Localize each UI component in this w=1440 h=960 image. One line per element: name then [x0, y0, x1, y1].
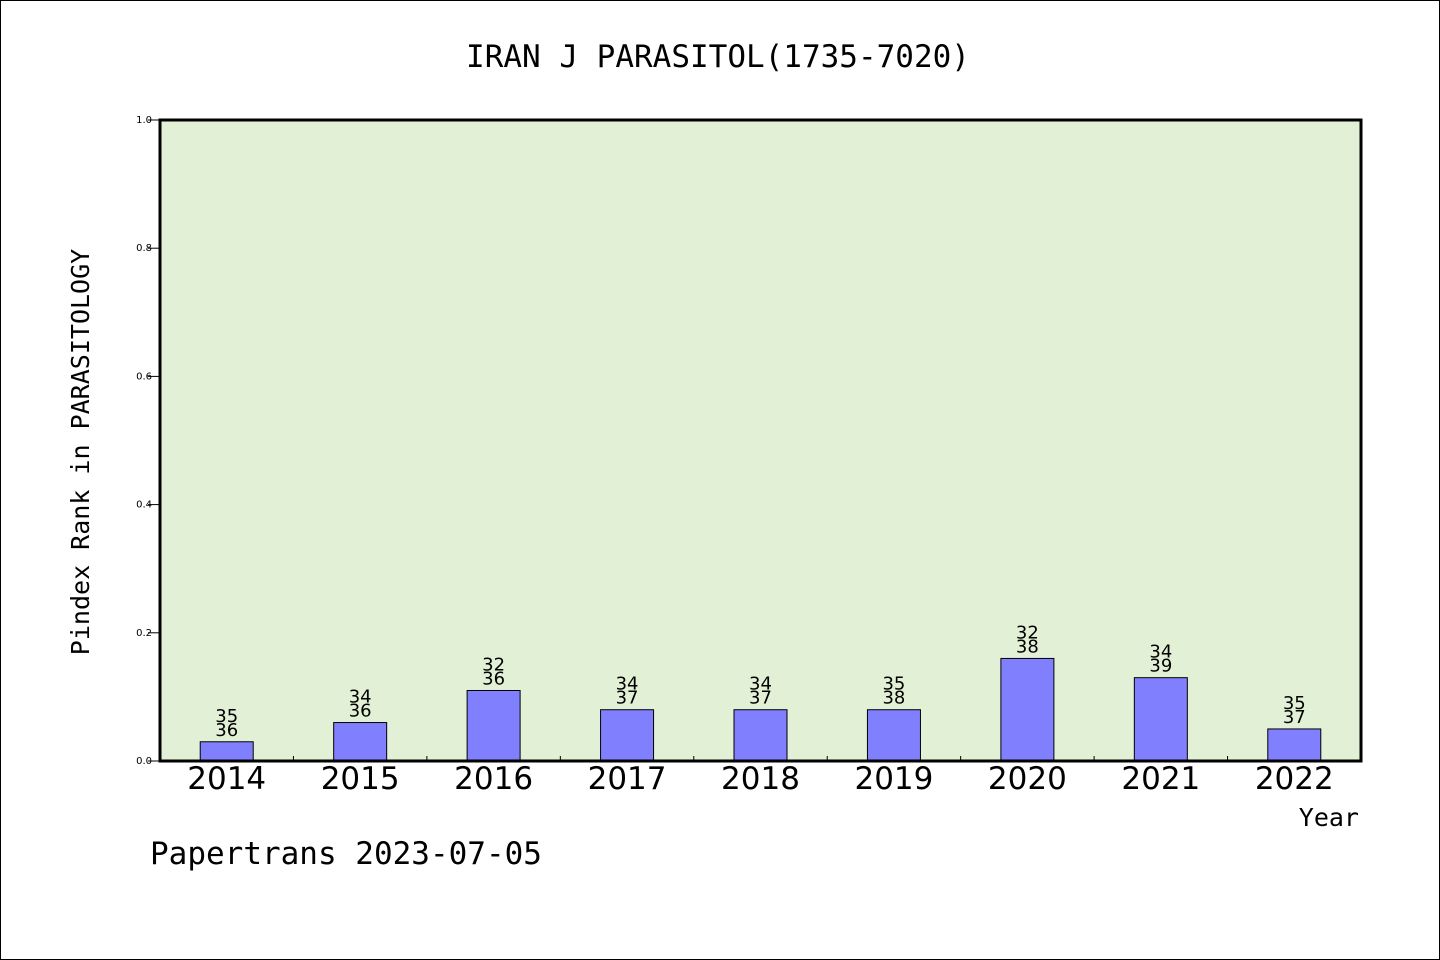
bar-2016: [466, 689, 521, 762]
bar-rank-label: 34: [749, 674, 772, 695]
x-tick-label: 2020: [988, 761, 1067, 797]
y-tick-label: 1.0: [136, 115, 152, 126]
x-tick-label: 2021: [1121, 761, 1200, 797]
bar-2020: [1000, 657, 1055, 762]
x-tick-label: 2018: [721, 761, 800, 797]
x-tick-label: 2016: [454, 761, 533, 797]
bar-total-label: 36: [215, 720, 238, 741]
y-tick-label: 0.6: [136, 371, 152, 382]
bar-rank-label: 32: [482, 654, 505, 675]
x-tick-label: 2019: [854, 761, 933, 797]
x-tick-label: 2022: [1255, 761, 1334, 797]
bar-total-label: 36: [482, 668, 505, 689]
bar-total-label: 36: [349, 701, 372, 722]
bar-rank-label: 35: [215, 706, 238, 727]
y-axis-label: Pindex Rank in PARASITOLOGY: [66, 249, 95, 655]
x-tick-label: 2017: [588, 761, 667, 797]
bar-2015: [333, 722, 388, 762]
bar-rank-label: 34: [349, 687, 372, 708]
bar-2022: [1267, 728, 1322, 762]
bar-total-label: 37: [616, 688, 639, 709]
y-tick-label: 0.8: [136, 243, 152, 254]
bar-2018: [733, 709, 788, 762]
bar-total-label: 38: [1016, 636, 1039, 657]
bar-rank-label: 34: [616, 674, 639, 695]
bar-rank-label: 34: [1149, 642, 1172, 663]
bar-rank-label: 32: [1016, 622, 1039, 643]
bar-2017: [600, 709, 655, 762]
bar-rank-label: 35: [882, 674, 905, 695]
y-tick-label: 0.4: [136, 500, 152, 511]
x-tick-label: 2015: [321, 761, 400, 797]
y-tick-label: 0.2: [136, 628, 152, 639]
bar-total-label: 38: [882, 688, 905, 709]
bar-total-label: 37: [1283, 707, 1306, 728]
bar-2019: [866, 709, 921, 762]
bar-total-label: 39: [1149, 656, 1172, 677]
ticks-group: 0.0 0.2 0.4 0.6 0.8 1.0 2014 2015 2016 2017 2018 20…: [136, 115, 1334, 797]
plot-area: [160, 120, 1361, 761]
x-axis-label: Year: [1299, 803, 1359, 832]
bar-2014: [199, 741, 254, 762]
chart-title: IRAN J PARASITOL(1735-7020): [466, 39, 970, 75]
x-tick-label: 2014: [187, 761, 266, 797]
bar-2021: [1133, 677, 1188, 762]
bar-total-label: 37: [749, 688, 772, 709]
plot-border: [158, 118, 1363, 763]
footer-credit: Papertrans 2023-07-05: [150, 836, 542, 872]
y-tick-label: 0.0: [136, 756, 152, 767]
bar-rank-label: 35: [1283, 693, 1306, 714]
